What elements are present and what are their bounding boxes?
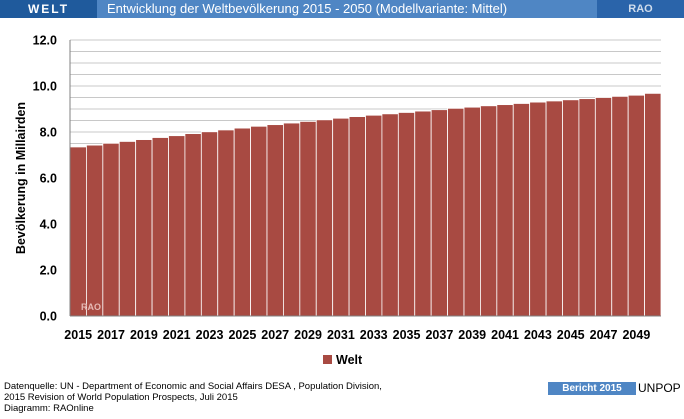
y-tick-label: 12.0 [33, 34, 57, 48]
bar-2036 [414, 110, 432, 317]
y-tick-label: 6.0 [40, 172, 57, 186]
bar-2041 [496, 104, 514, 317]
chart-area: 0.0 2.0 4.0 6.0 8.0 10.0 12.0 2015 2017 2019 2021… [0, 18, 684, 374]
bar-2016 [86, 144, 104, 317]
bar-2046 [578, 98, 596, 317]
source-line-2: 2015 Revision of World Population Prospe… [4, 392, 238, 403]
bar-2047 [594, 97, 613, 317]
x-tick-label: 2025 [228, 328, 256, 342]
bar-2017 [102, 142, 120, 317]
bar-2031 [332, 117, 350, 317]
bar-2018 [118, 141, 137, 317]
bar-2025 [233, 127, 251, 317]
source-line-3: Diagramm: RAOnline [4, 403, 94, 414]
x-tick-label: 2021 [163, 328, 191, 342]
bar-2026 [250, 125, 268, 317]
bar-2030 [315, 119, 334, 317]
bar-2037 [430, 109, 448, 317]
bar-2023 [200, 131, 219, 317]
bar-2035 [397, 112, 416, 317]
x-tick-label: 2023 [196, 328, 224, 342]
bar-2042 [512, 103, 531, 317]
y-tick-label: 4.0 [40, 218, 57, 232]
x-axis-ticks: 2015 2017 2019 2021 2023 2025 2027 2029 2031 2033… [64, 328, 650, 342]
x-tick-label: 2045 [557, 328, 585, 342]
x-tick-label: 2047 [590, 328, 618, 342]
x-tick-label: 2043 [524, 328, 552, 342]
y-axis-label: Bevölkerung in Millairden [14, 102, 28, 254]
y-tick-label: 2.0 [40, 264, 57, 278]
bar-2022 [184, 133, 202, 317]
brand-logo: RAO [597, 0, 684, 18]
population-chart: 0.0 2.0 4.0 6.0 8.0 10.0 12.0 2015 2017 2019 2021… [14, 34, 662, 367]
bar-2024 [217, 129, 235, 317]
bar-2027 [266, 124, 284, 317]
legend: Welt [323, 353, 363, 367]
bar-2045 [562, 99, 580, 317]
x-tick-label: 2017 [97, 328, 125, 342]
bar-2048 [611, 95, 629, 317]
x-tick-label: 2035 [393, 328, 421, 342]
bar-2021 [168, 135, 186, 317]
x-tick-label: 2027 [261, 328, 289, 342]
bar-2049 [627, 94, 645, 317]
y-axis-ticks: 0.0 2.0 4.0 6.0 8.0 10.0 12.0 [33, 34, 57, 324]
x-tick-label: 2041 [491, 328, 519, 342]
x-tick-label: 2037 [425, 328, 453, 342]
x-tick-label: 2031 [327, 328, 355, 342]
x-tick-label: 2015 [64, 328, 92, 342]
bars-group [69, 92, 662, 317]
region-label: WELT [0, 0, 97, 18]
bar-2040 [480, 105, 498, 317]
bar-2020 [151, 137, 169, 317]
header-bar: WELT Entwicklung der Weltbevölkerung 201… [0, 0, 684, 18]
source-note: Datenquelle: UN - Department of Economic… [4, 381, 524, 414]
bar-2029 [299, 121, 317, 317]
bar-2050 [644, 92, 662, 317]
x-tick-label: 2049 [622, 328, 650, 342]
x-tick-label: 2033 [360, 328, 388, 342]
bar-2015 [69, 146, 87, 317]
bar-2019 [135, 139, 153, 317]
bar-2028 [283, 122, 301, 317]
bar-2039 [463, 106, 481, 317]
legend-label: Welt [336, 353, 363, 367]
bar-2032 [348, 116, 366, 317]
bar-2033 [365, 114, 383, 317]
x-tick-label: 2039 [458, 328, 486, 342]
source-line-1: Datenquelle: UN - Department of Economic… [4, 381, 382, 392]
y-tick-label: 0.0 [40, 310, 57, 324]
y-tick-label: 10.0 [33, 80, 57, 94]
bar-2038 [447, 107, 465, 317]
legend-swatch [323, 355, 332, 364]
watermark-text: RAO [81, 302, 101, 312]
chart-title: Entwicklung der Weltbevölkerung 2015 - 2… [97, 0, 597, 18]
bar-2043 [529, 101, 547, 317]
x-tick-label: 2019 [130, 328, 158, 342]
y-tick-label: 8.0 [40, 126, 57, 140]
x-tick-label: 2029 [294, 328, 322, 342]
source-brand: UNPOP [638, 381, 681, 395]
report-badge: Bericht 2015 [548, 382, 636, 395]
bar-2034 [381, 113, 399, 317]
bar-2044 [545, 100, 563, 317]
